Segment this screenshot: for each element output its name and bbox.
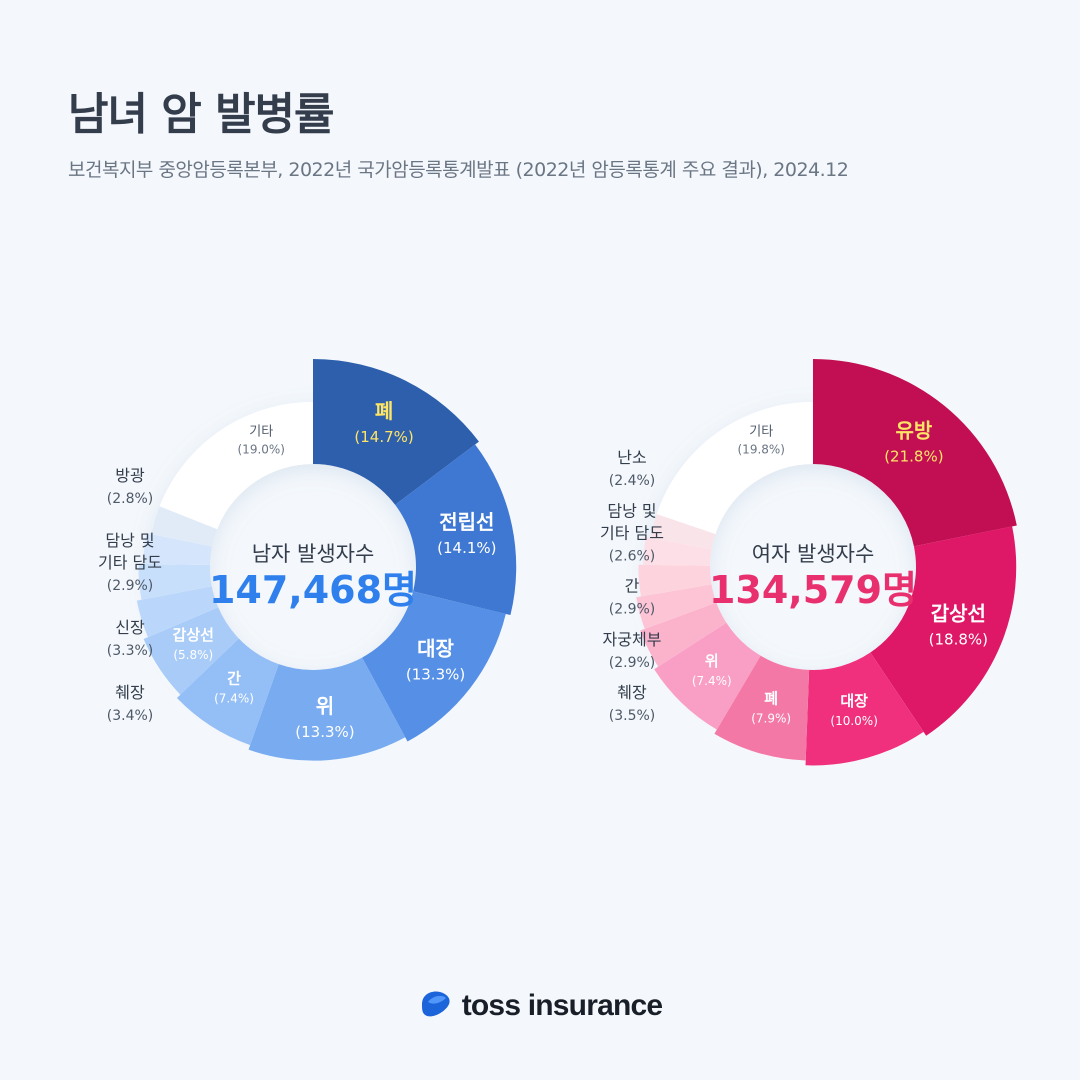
side-pct-label: (3.5%) [609,708,656,724]
slice-pct-label: (10.0%) [830,714,877,728]
slice-label: 유방 [895,418,932,442]
side-label: 방광 [115,466,145,485]
side-label: 신장 [115,618,145,637]
slice-label: 전립선 [439,510,494,534]
donut-slice [395,444,517,616]
side-label: 췌장 [115,683,145,702]
slice-pct-label: (13.3%) [295,723,354,741]
donut-slice [313,359,479,505]
brand-name: toss insurance [461,989,663,1022]
side-pct-label: (2.9%) [609,602,656,618]
donut-chart-female: 유방 (21.8%) 갑상선 (18.8%) 대장 (10.0%) 폐 (7.9%) 위 (7.4… [600,359,1017,766]
slice-pct-label: (14.1%) [437,539,496,557]
donut-slice [805,652,924,766]
slice-label: 간 [227,670,241,688]
slice-pct-label: (7.4%) [214,692,254,706]
donut-slice [176,638,279,746]
donut-slice [714,655,810,761]
slice-label: 기타 [249,424,273,439]
donut-slice [143,533,213,566]
slice-label: 폐 [375,399,393,423]
slice-label: 위 [316,694,334,718]
page-title: 남녀 암 발병률 [68,89,335,140]
toss-logo-icon [418,988,454,1024]
side-label: 담낭 및 [105,531,154,550]
side-pct-label: (3.3%) [107,643,154,659]
center-label: 여자 발생자수 [752,542,875,566]
slice-pct-label: (13.3%) [406,665,465,683]
side-pct-label: (2.9%) [609,655,656,671]
side-label: 간 [625,577,640,596]
slice-pct-label: (21.8%) [884,447,943,465]
side-pct-label: (3.4%) [107,708,154,724]
center-label: 남자 발생자수 [252,542,375,566]
donut-slice [870,526,1017,736]
slice-pct-label: (14.7%) [354,428,413,446]
donut-slice [650,514,716,549]
side-pct-label: (2.8%) [107,491,154,507]
slice-label: 폐 [764,689,778,707]
donut-slice [636,584,717,629]
center-value: 134,579명 [709,568,917,612]
donut-slice [248,657,406,761]
slice-label: 위 [705,652,719,670]
donut-slice [813,359,1017,547]
side-label: 췌장 [617,683,647,702]
slice-label: 대장 [417,636,454,660]
source-subtitle: 보건복지부 중앙암등록본부, 2022년 국가암등록통계발표 (2022년 암등… [68,159,849,181]
side-pct-label: (2.9%) [107,578,154,594]
side-label: 담낭 및 [607,501,656,520]
side-label: 기타 담도 [98,553,162,572]
donut-slice [654,622,761,730]
donut-chart-male: 폐 (14.7%) 전립선 (14.1%) 대장 (13.3%) 위 (13.3%) 간 (7.4… [98,359,517,761]
slice-pct-label: (19.8%) [738,442,785,456]
donut-slice [362,591,506,742]
donut-slice [138,563,212,600]
side-label: 난소 [617,448,646,467]
brand-logo: toss insurance [0,988,1080,1024]
donut-slice [638,564,712,597]
side-label: 기타 담도 [600,523,664,542]
slice-label: 갑상선 [931,602,986,626]
donut-slice [656,402,813,534]
slice-pct-label: (7.4%) [692,674,732,688]
donut-slice [640,602,727,667]
side-pct-label: (2.4%) [609,473,656,489]
slice-pct-label: (5.8%) [173,648,213,662]
slice-pct-label: (7.9%) [751,711,791,725]
donut-slice [159,402,313,530]
donut-slice [643,537,712,566]
donut-slice [143,607,239,695]
slice-pct-label: (18.8%) [929,631,988,649]
side-label: 자궁체부 [603,630,662,649]
slice-label: 갑상선 [173,626,214,644]
donut-slice [151,506,218,547]
slice-pct-label: (19.0%) [238,442,285,456]
slice-label: 기타 [749,424,773,439]
center-value: 147,468명 [209,568,417,612]
side-pct-label: (2.6%) [609,548,656,564]
donut-slice [136,586,219,638]
slice-label: 대장 [840,692,868,710]
